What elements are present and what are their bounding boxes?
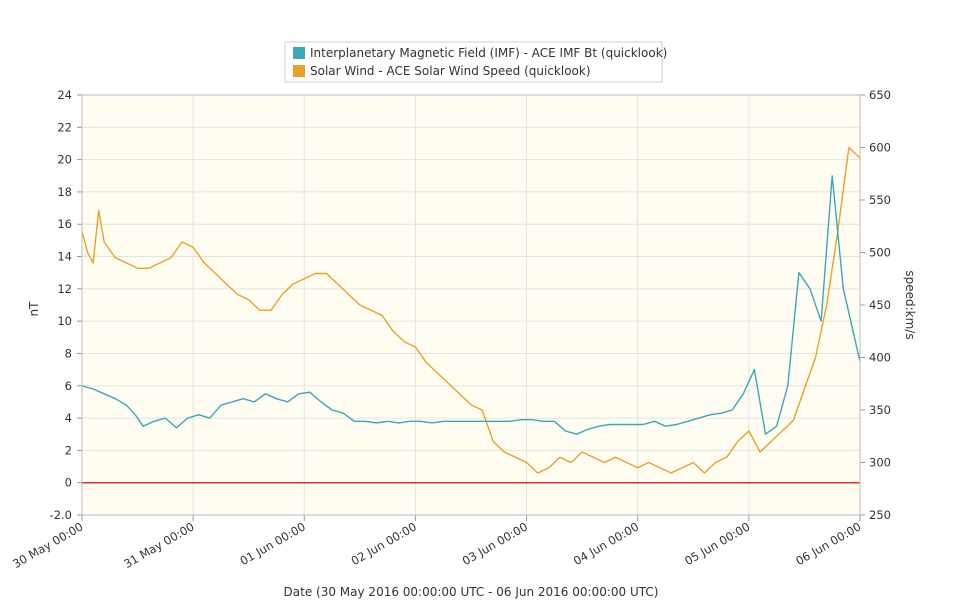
left-tick-label: 2 <box>65 443 72 457</box>
right-tick-label: 300 <box>869 456 891 470</box>
left-tick-label: 22 <box>57 120 72 134</box>
x-tick-label: 01 Jun 00:00 <box>238 519 308 568</box>
right-tick-label: 400 <box>869 351 891 365</box>
left-tick-label: 0 <box>65 476 72 490</box>
right-tick-label: 450 <box>869 298 891 312</box>
series-line-imf[interactable] <box>81 175 861 435</box>
right-tick-label: 500 <box>869 246 891 260</box>
legend-label-solar-wind: Solar Wind - ACE Solar Wind Speed (quick… <box>310 64 591 78</box>
left-tick-label: -2.0 <box>50 508 72 522</box>
legend[interactable]: Interplanetary Magnetic Field (IMF) - AC… <box>284 41 667 83</box>
x-tick-label: 02 Jun 00:00 <box>349 519 419 568</box>
left-tick-label: 10 <box>57 314 72 328</box>
x-tick-label: 03 Jun 00:00 <box>460 519 530 568</box>
plot-frame <box>81 94 861 516</box>
x-axis-ticks: 30 May 00:00 31 May 00:00 01 Jun 00:00 02 J… <box>10 515 864 571</box>
left-tick-label: 12 <box>57 282 72 296</box>
left-tick-label: 24 <box>57 88 72 102</box>
left-tick-label: 18 <box>57 185 72 199</box>
left-tick-label: 6 <box>65 379 72 393</box>
x-tick-label: 30 May 00:00 <box>10 519 85 571</box>
right-axis-ticks: 250 300 350 400 450 500 550 600 650 <box>860 88 891 522</box>
legend-label-imf: Interplanetary Magnetic Field (IMF) - AC… <box>310 46 667 60</box>
right-axis-title: speed:km/s <box>903 270 917 339</box>
plot-background <box>82 95 860 515</box>
left-tick-label: 4 <box>65 411 72 425</box>
legend-item-solar-wind[interactable]: Solar Wind - ACE Solar Wind Speed (quick… <box>293 64 591 78</box>
x-tick-label: 06 Jun 00:00 <box>793 519 863 568</box>
legend-item-imf[interactable]: Interplanetary Magnetic Field (IMF) - AC… <box>293 46 667 60</box>
x-tick-label: 05 Jun 00:00 <box>682 519 752 568</box>
right-tick-label: 350 <box>869 403 891 417</box>
right-tick-label: 600 <box>869 141 891 155</box>
right-tick-label: 250 <box>869 508 891 522</box>
x-tick-label: 04 Jun 00:00 <box>571 519 641 568</box>
left-tick-label: 8 <box>65 346 72 360</box>
right-tick-label: 650 <box>869 88 891 102</box>
right-tick-label: 550 <box>869 193 891 207</box>
left-tick-label: 16 <box>57 217 72 231</box>
series-lines <box>81 146 861 474</box>
left-tick-label: 20 <box>57 153 72 167</box>
legend-box <box>284 41 663 83</box>
x-axis-title: Date (30 May 2016 00:00:00 UTC - 06 Jun … <box>284 585 659 599</box>
legend-swatch-solar-wind <box>293 65 305 77</box>
left-axis-title: nT <box>27 301 41 317</box>
series-line-solar-wind[interactable] <box>81 146 861 474</box>
x-tick-label: 31 May 00:00 <box>121 519 196 571</box>
legend-swatch-imf <box>293 47 305 59</box>
left-tick-label: 14 <box>57 250 72 264</box>
